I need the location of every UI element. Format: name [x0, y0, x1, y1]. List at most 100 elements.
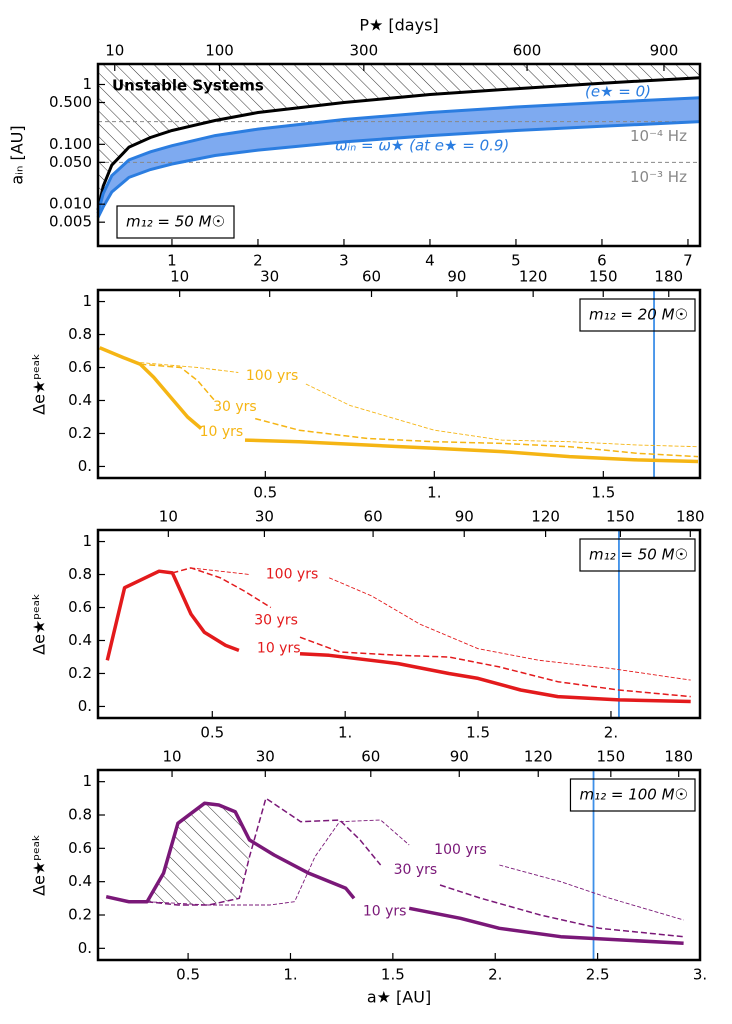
x-tick-label: 1. — [338, 724, 352, 742]
x2-axis-label: P★ [days] — [359, 16, 438, 35]
x2-tick-label: 120 — [519, 268, 548, 286]
y-tick-label: 0.4 — [68, 631, 92, 649]
x-axis-label: a★ [AU] — [367, 988, 431, 1007]
y-axis-label: Δe★ᵖᵉᵃᵏ — [30, 834, 49, 896]
x2-tick-label: 150 — [606, 508, 635, 526]
y-axis-label: Δe★ᵖᵉᵃᵏ — [30, 593, 49, 655]
x-tick-label: 1. — [427, 484, 441, 502]
x-tick-label: 0.5 — [253, 484, 277, 502]
mass-box — [569, 778, 696, 812]
x-tick-label: 2. — [604, 724, 618, 742]
x-tick-label: 4 — [425, 252, 435, 270]
x-tick-label: 1.5 — [591, 484, 615, 502]
y-tick-label: 0.8 — [68, 325, 92, 343]
x2-tick-label: 30 — [255, 508, 274, 526]
annotation: Unstable Systems — [112, 77, 264, 95]
x-tick-label: 0.5 — [200, 724, 224, 742]
y-axis-label: aᵢₙ [AU] — [8, 125, 27, 184]
curve — [96, 96, 701, 214]
series-label: 10 yrs — [257, 641, 301, 657]
curve — [96, 120, 701, 219]
x2-tick-label: 100 — [205, 42, 234, 60]
x2-tick-label: 60 — [364, 508, 383, 526]
frequency-label: 10⁻⁴ Hz — [630, 127, 687, 145]
x2-tick-label: 10 — [163, 748, 182, 766]
x-tick-label: 0.5 — [176, 966, 200, 984]
y-tick-label: 0.8 — [68, 565, 92, 583]
x2-tick-label: 120 — [531, 508, 560, 526]
plot-frame — [96, 288, 702, 480]
series-label: 100 yrs — [246, 368, 299, 384]
x-tick-label: 2. — [488, 966, 502, 984]
x-tick-label: 3 — [339, 252, 349, 270]
x2-tick-label: 90 — [447, 268, 466, 286]
y-tick-label: 1 — [82, 292, 92, 310]
mass-box — [116, 205, 235, 239]
curve — [140, 363, 699, 458]
x2-tick-label: 30 — [256, 748, 275, 766]
x2-tick-label: 10 — [159, 508, 178, 526]
hatched-region — [147, 803, 250, 905]
x-tick-label: 3. — [693, 966, 707, 984]
x2-tick-label: 900 — [650, 42, 679, 60]
mass-label: m₁₂ = 50 M☉ — [126, 213, 225, 231]
series-label: 30 yrs — [254, 613, 298, 629]
x2-tick-label: 150 — [597, 748, 626, 766]
series-label: 10 yrs — [200, 424, 244, 440]
y-tick-label: 1 — [82, 532, 92, 550]
y-tick-label: 0. — [78, 697, 92, 715]
plot-frame — [96, 62, 702, 248]
x2-tick-label: 10 — [105, 42, 124, 60]
mass-label: m₁₂ = 50 M☉ — [589, 546, 688, 564]
y-tick-label: 0.500 — [49, 93, 92, 111]
curve — [140, 362, 699, 448]
series-label: 100 yrs — [266, 567, 319, 583]
series-label: 100 yrs — [434, 842, 487, 858]
x2-tick-label: 150 — [589, 268, 618, 286]
y-tick-label: 0.4 — [68, 872, 92, 890]
plot-frame — [96, 528, 702, 720]
x2-tick-label: 60 — [361, 748, 380, 766]
curve — [99, 346, 699, 464]
curve — [96, 76, 701, 211]
x2-tick-label: 120 — [524, 748, 553, 766]
curve — [147, 797, 684, 938]
curve — [172, 567, 691, 698]
series-label: 10 yrs — [363, 904, 407, 920]
x2-tick-label: 90 — [450, 748, 469, 766]
frequency-label: 10⁻³ Hz — [630, 168, 687, 186]
y-tick-label: 0.4 — [68, 391, 92, 409]
unstable-region — [98, 64, 700, 210]
x2-tick-label: 180 — [654, 268, 683, 286]
x-tick-label: 1. — [283, 966, 297, 984]
x2-tick-label: 10 — [170, 268, 189, 286]
x-tick-label: 2.5 — [586, 966, 610, 984]
x-tick-label: 1.5 — [466, 724, 490, 742]
x2-tick-label: 180 — [676, 508, 705, 526]
y-tick-label: 0.2 — [68, 906, 92, 924]
y-tick-label: 0.050 — [49, 153, 92, 171]
x-tick-label: 2 — [253, 252, 263, 270]
y-axis-label: Δe★ᵖᵉᵃᵏ — [30, 353, 49, 415]
x2-tick-label: 600 — [513, 42, 542, 60]
plot-frame — [96, 768, 702, 962]
y-tick-label: 0.6 — [68, 358, 92, 376]
y-tick-label: 0.6 — [68, 839, 92, 857]
series-label: 30 yrs — [213, 399, 257, 415]
y-tick-label: 1 — [82, 772, 92, 790]
y-tick-label: 0.6 — [68, 598, 92, 616]
series-label: 30 yrs — [394, 862, 438, 878]
x-tick-label: 7 — [683, 252, 693, 270]
y-tick-label: 0.2 — [68, 424, 92, 442]
x2-tick-label: 90 — [455, 508, 474, 526]
mass-label: m₁₂ = 20 M☉ — [589, 306, 688, 324]
y-tick-label: 0.8 — [68, 806, 92, 824]
annotation: (e★ = 0) — [585, 83, 651, 101]
x-tick-label: 5 — [511, 252, 521, 270]
x2-tick-label: 180 — [664, 748, 693, 766]
y-tick-label: 1 — [82, 75, 92, 93]
annotation: ωᵢₙ = ω★ (at e★ = 0.9) — [335, 137, 509, 155]
y-tick-label: 0. — [78, 939, 92, 957]
y-tick-label: 0.010 — [49, 195, 92, 213]
